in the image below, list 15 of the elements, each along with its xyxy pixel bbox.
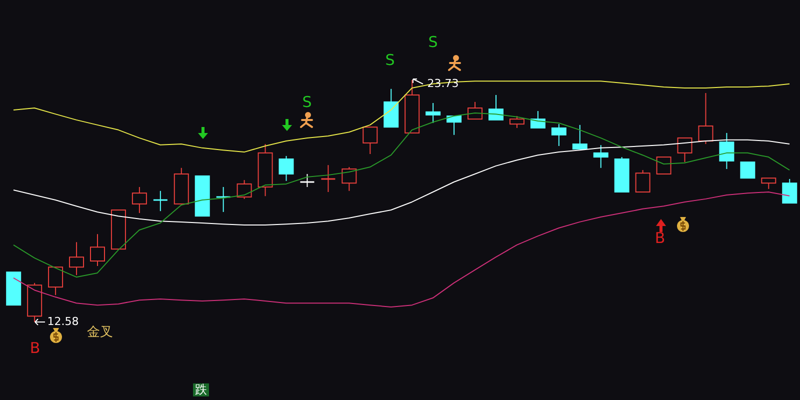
- text: 跌: [193, 382, 209, 397]
- annotation: B: [654, 228, 666, 247]
- candlestick: [320, 164, 336, 192]
- text: S: [428, 32, 438, 51]
- text: B: [30, 338, 40, 357]
- candlestick: [216, 186, 232, 212]
- text: 金叉: [87, 324, 113, 340]
- candlestick: [90, 234, 105, 267]
- text: S: [385, 50, 395, 69]
- annotation: 12.58: [47, 314, 79, 328]
- candlestick: [132, 186, 147, 214]
- annotation: S: [302, 92, 312, 111]
- candlestick: [152, 190, 168, 212]
- candlestick: [719, 132, 734, 170]
- candlestick: [69, 242, 84, 276]
